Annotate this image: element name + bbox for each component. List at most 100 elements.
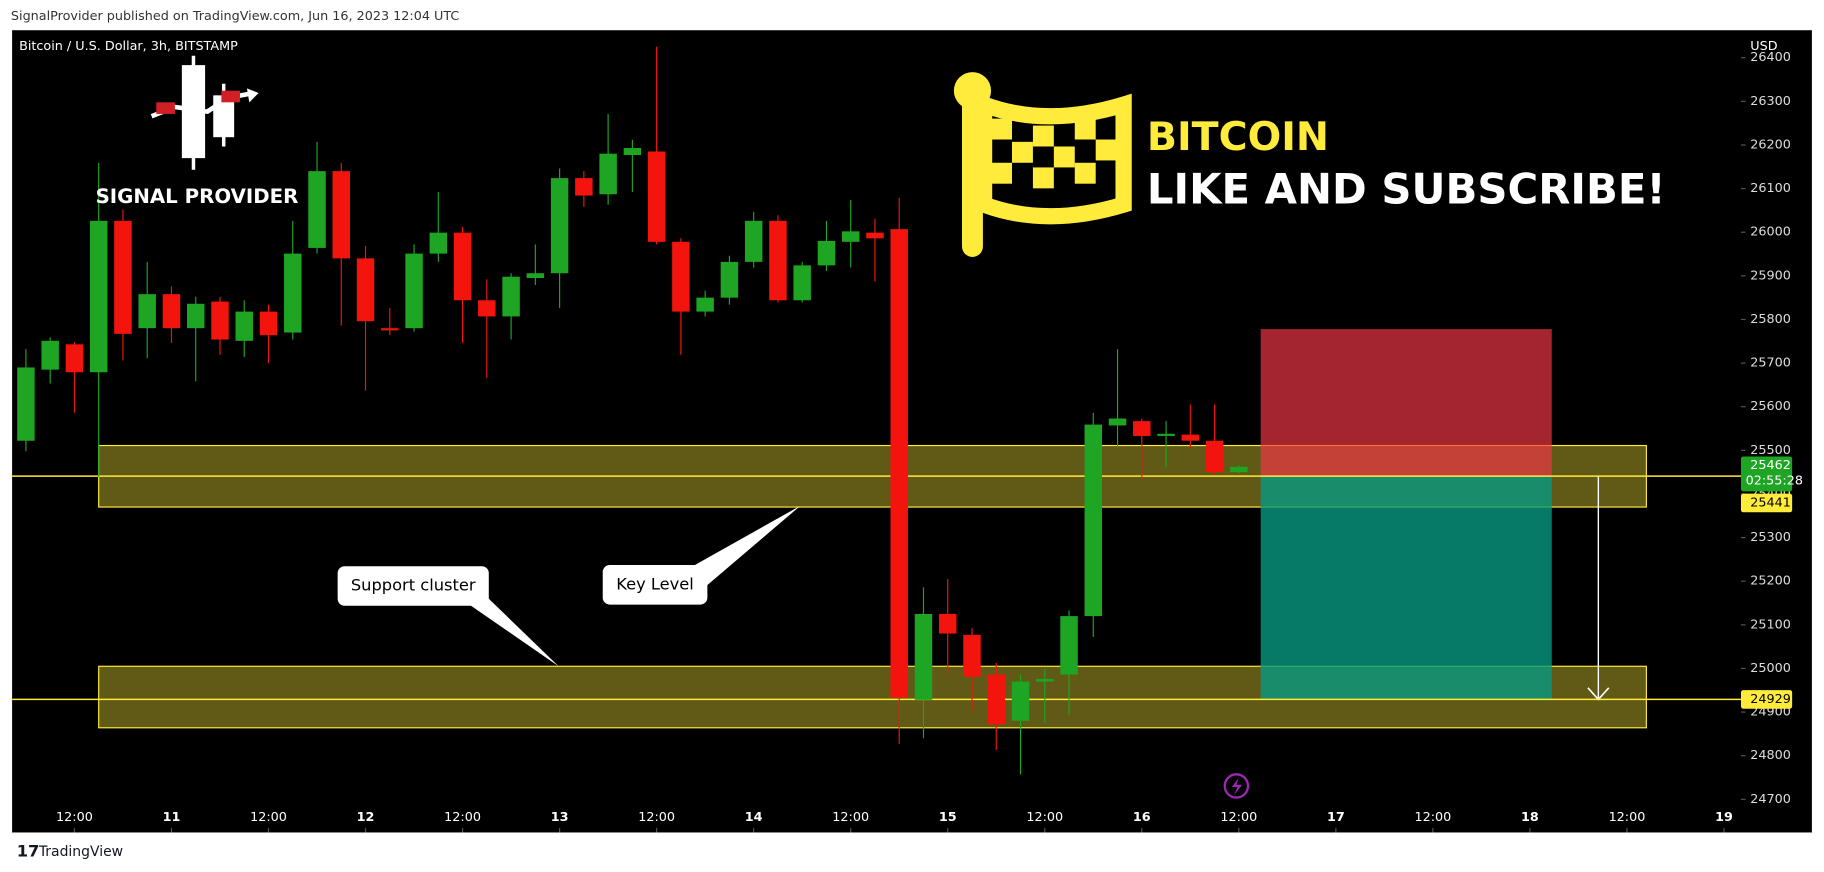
footer: TradingView (38, 844, 123, 860)
y-tick-label: 25000 (1750, 661, 1791, 676)
x-tick-label: 19 (1715, 810, 1733, 825)
x-tick-label: 16 (1133, 810, 1151, 825)
flag-icon (953, 72, 1132, 257)
candle-body (429, 232, 448, 254)
candle-body (526, 273, 545, 279)
candle-body (356, 258, 375, 322)
y-tick-label: 26100 (1750, 181, 1791, 196)
annotation: Support cluster (351, 575, 476, 594)
x-tick-label: 15 (939, 810, 957, 825)
footer-logo: 𝟭𝟳 (17, 842, 40, 861)
candle-body (720, 261, 739, 298)
candle-body (987, 674, 1005, 725)
candle-body (939, 613, 957, 634)
y-tick-label: 25200 (1750, 574, 1791, 589)
x-tick-label: 12:00 (250, 810, 287, 825)
y-tick-label: 26400 (1750, 50, 1791, 65)
last-price-label: 25462 (1750, 458, 1791, 473)
x-tick-label: 12:00 (1609, 810, 1646, 825)
header: SignalProvider published on TradingView.… (11, 9, 459, 24)
y-tick-label: 25300 (1750, 530, 1791, 545)
candle-body (647, 151, 666, 242)
y-tick-label: 25900 (1750, 268, 1791, 283)
candle-body (841, 231, 860, 242)
countdown: 02:55:28 (1746, 473, 1803, 488)
candle-body (502, 276, 520, 317)
y-tick-label: 25700 (1750, 356, 1791, 371)
level-tag (1740, 493, 1793, 513)
candle-body (1108, 418, 1127, 426)
candle-body (769, 220, 787, 301)
candle-body (453, 232, 472, 301)
candle-body (696, 297, 714, 312)
y-tick-label: 25600 (1750, 399, 1791, 414)
x-tick-label: 12:00 (638, 810, 675, 825)
y-tick-label: 25500 (1750, 443, 1791, 458)
candle-body (405, 253, 423, 329)
x-tick-label: 13 (551, 810, 569, 825)
x-tick-label: 17 (1327, 810, 1345, 825)
candle-body (284, 253, 302, 333)
candle-body (866, 232, 884, 239)
candle-body (890, 229, 908, 698)
x-tick-label: 18 (1521, 810, 1539, 825)
candle-body (817, 240, 836, 266)
candle-body (308, 171, 326, 248)
candle-body (162, 294, 181, 329)
x-tick-label: 11 (163, 810, 181, 825)
candle-body (89, 220, 108, 373)
candle-body (1036, 678, 1054, 682)
candle-body (1181, 434, 1200, 441)
x-tick-label: 12:00 (1220, 810, 1257, 825)
y-tick-label: 25100 (1750, 617, 1791, 632)
candle-body (17, 367, 35, 441)
level-label: 25441 (1750, 495, 1791, 510)
candle-body (65, 344, 84, 373)
callout: Key Level (602, 505, 801, 605)
candle-body (1205, 440, 1224, 473)
y-tick-label: 25800 (1750, 312, 1791, 327)
x-tick-label: 12:00 (56, 810, 93, 825)
candle-body (114, 220, 132, 334)
level-tag (1740, 690, 1793, 709)
candle-body (186, 303, 205, 329)
x-tick-label: 12:00 (1026, 810, 1063, 825)
subheadline: LIKE AND SUBSCRIBE! (1147, 164, 1666, 213)
candle-body (381, 328, 399, 331)
x-tick-label: 12:00 (1415, 810, 1452, 825)
candle-body (672, 241, 690, 312)
candle-body (332, 171, 351, 259)
candle-body (914, 613, 933, 700)
target-zone (1260, 476, 1552, 700)
x-tick-label: 12:00 (444, 810, 481, 825)
y-tick-label: 24700 (1750, 792, 1791, 807)
annotation: Key Level (616, 574, 694, 593)
candle-body (235, 311, 253, 341)
candle-body (793, 265, 811, 301)
candle-body (211, 301, 229, 340)
candle-body (138, 294, 156, 329)
x-tick-label: 14 (745, 810, 763, 825)
currency: USD (1750, 39, 1777, 54)
last-price-tag (1740, 456, 1793, 492)
x-tick-label: 12 (357, 810, 375, 825)
chart-title: Bitcoin / U.S. Dollar, 3h, BITSTAMP (19, 39, 238, 54)
candle-body (1084, 424, 1103, 617)
candle-body (550, 178, 569, 274)
candle-body (1133, 421, 1151, 436)
y-tick-label: 24800 (1750, 748, 1791, 763)
x-tick-label: 12:00 (832, 810, 869, 825)
headline: BITCOIN (1147, 114, 1329, 160)
candle-body (1157, 433, 1175, 436)
candle-body (1060, 616, 1078, 675)
candle-body (259, 311, 278, 336)
candle-body (1230, 466, 1248, 473)
level-label: 24929 (1750, 692, 1791, 707)
candle-body (478, 300, 496, 317)
alert-bolt (1231, 777, 1243, 796)
candle-body (575, 178, 593, 196)
candle-body (41, 340, 59, 370)
alert-icon (1223, 773, 1250, 799)
stop-zone (1260, 329, 1552, 477)
